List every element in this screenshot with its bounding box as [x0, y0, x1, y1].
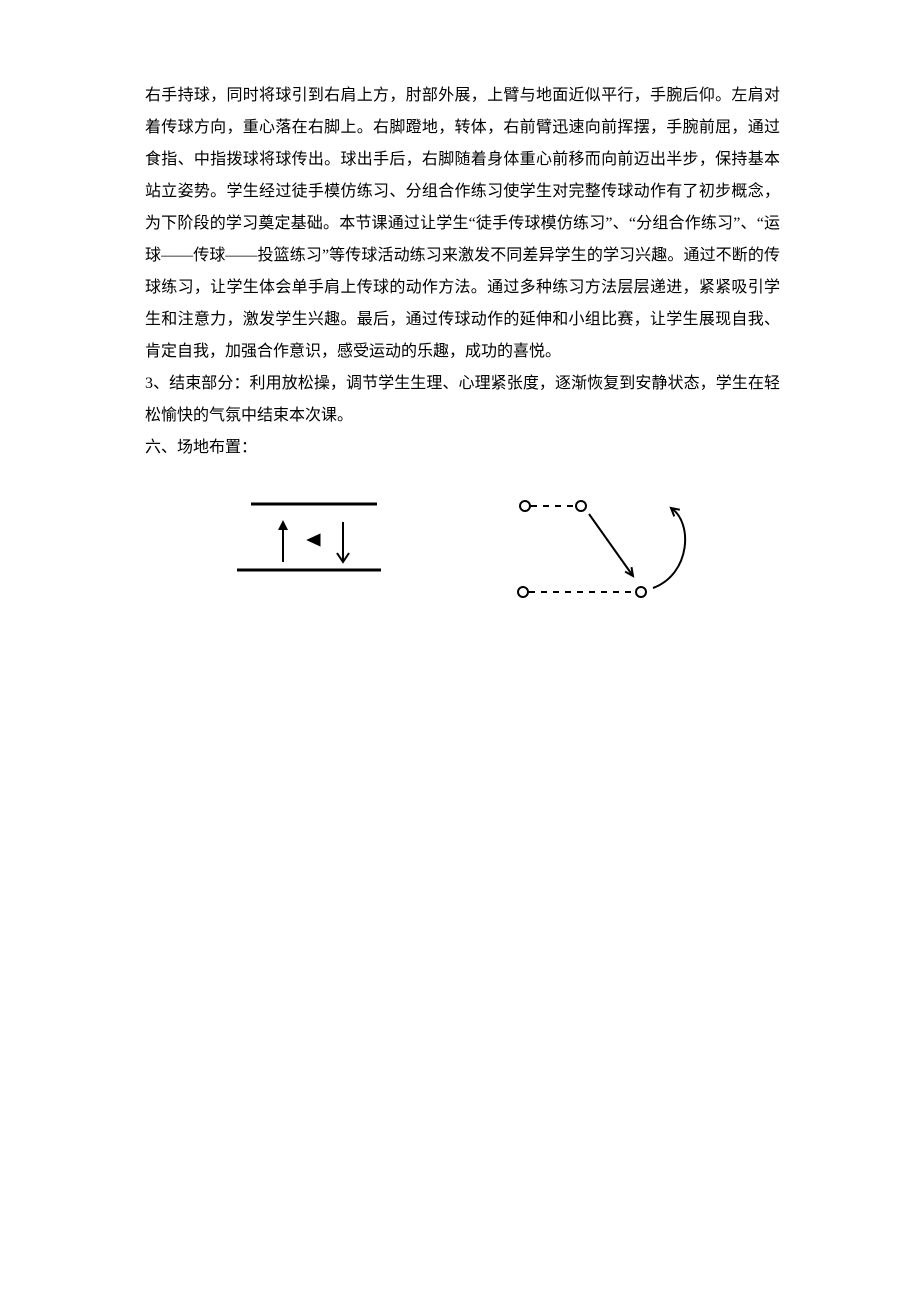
body-paragraph-2: 3、结束部分：利用放松操，调节学生生理、心理紧张度，逐渐恢复到安静状态，学生在轻… [145, 368, 780, 432]
figure-row [145, 492, 780, 624]
section-heading-6: 六、场地布置： [145, 432, 780, 464]
document-page: 右手持球，同时将球引到右肩上方，肘部外展，上臂与地面近似平行，手腕后仰。左肩对着… [0, 0, 920, 684]
court-layout-right-diagram [493, 492, 703, 624]
court-layout-left-diagram [223, 492, 393, 624]
body-paragraph-1: 右手持球，同时将球引到右肩上方，肘部外展，上臂与地面近似平行，手腕后仰。左肩对着… [145, 80, 780, 368]
